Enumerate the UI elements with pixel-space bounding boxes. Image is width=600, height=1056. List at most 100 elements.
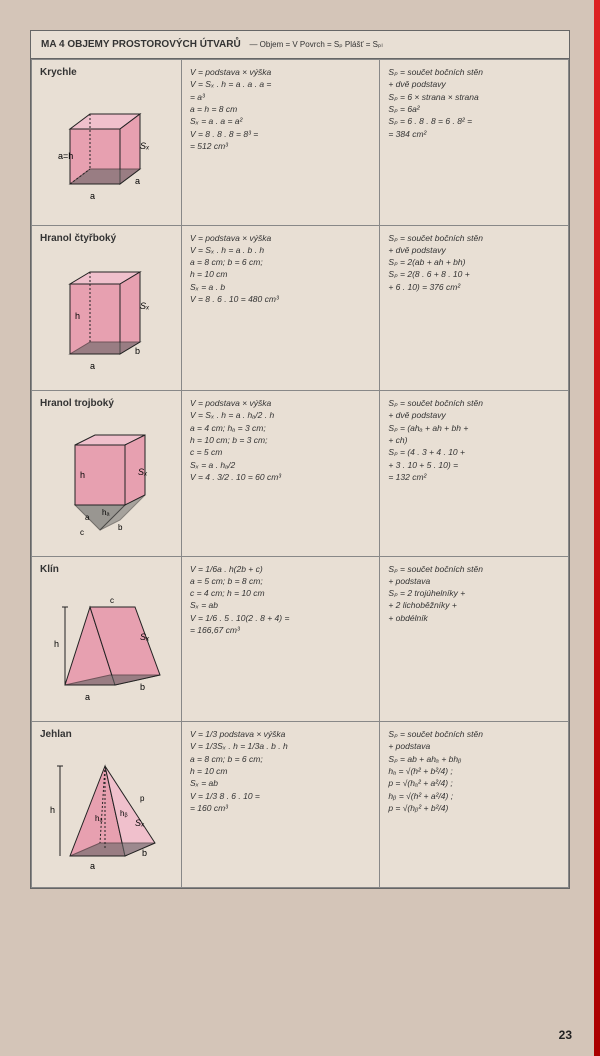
- formula-line: V = Sₓ . h = a . hₐ/2 . h: [190, 409, 371, 421]
- formula-line: a = 8 cm; b = 6 cm;: [190, 256, 371, 268]
- svg-text:a=h: a=h: [58, 151, 73, 161]
- surface-formulas-cell: Sₚ = součet bočních stěn + podstavaSₚ = …: [380, 556, 569, 722]
- formula-line: Sₚ = 2(ab + ah + bh): [388, 256, 560, 268]
- figure-cell: Hranol čtyřboký habSₓ: [32, 225, 182, 391]
- formula-line: c = 4 cm; h = 10 cm: [190, 587, 371, 599]
- page-number: 23: [559, 1028, 572, 1042]
- svg-text:Sₓ: Sₓ: [135, 818, 145, 828]
- formula-line: = 132 cm²: [388, 471, 560, 483]
- pyramid-figure: habhₐhᵦpSₓ: [40, 751, 170, 881]
- cube-figure: a=h a a Sₓ: [40, 89, 170, 219]
- formula-line: Sₓ = a . a = a²: [190, 115, 371, 127]
- svg-text:h: h: [50, 805, 55, 815]
- svg-text:Sₓ: Sₓ: [138, 467, 148, 477]
- formula-line: V = 1/6 . 5 . 10(2 . 8 + 4) =: [190, 612, 371, 624]
- formula-line: + 2 lichoběžníky +: [388, 599, 560, 611]
- formula-line: Sₚ = 6a²: [388, 103, 560, 115]
- formula-line: Sₚ = 6 × strana × strana: [388, 91, 560, 103]
- formula-line: = 160 cm³: [190, 802, 371, 814]
- volume-formulas-cell: V = podstava × výškaV = Sₓ . h = a . b .…: [181, 225, 379, 391]
- svg-text:a: a: [85, 692, 90, 702]
- volume-formulas-cell: V = podstava × výškaV = Sₓ . h = a . a .…: [181, 60, 379, 226]
- shape-title: Klín: [40, 563, 173, 582]
- formula-line: p = √(hₐ² + a²/4) ;: [388, 777, 560, 789]
- shape-title: Hranol trojboký: [40, 397, 173, 416]
- shape-title: Krychle: [40, 66, 173, 85]
- svg-text:h: h: [75, 311, 80, 321]
- wedge-figure: chabSₓ: [40, 585, 170, 715]
- svg-text:b: b: [140, 682, 145, 692]
- formula-line: + dvě podstavy: [388, 78, 560, 90]
- rect-prism-figure: habSₓ: [40, 254, 170, 384]
- formula-line: = 384 cm²: [388, 128, 560, 140]
- formula-line: = 166,67 cm³: [190, 624, 371, 636]
- surface-formulas-cell: Sₚ = součet bočních stěn + dvě podstavyS…: [380, 391, 569, 557]
- page-frame: MA 4 OBJEMY PROSTOROVÝCH ÚTVARŮ — Objem …: [30, 30, 570, 889]
- header-title: OBJEMY PROSTOROVÝCH ÚTVARŮ: [67, 39, 240, 50]
- header-code: MA 4: [41, 39, 65, 50]
- formula-line: Sₚ = součet bočních stěn: [388, 232, 560, 244]
- svg-text:Sₓ: Sₓ: [140, 141, 150, 151]
- shape-title: Jehlan: [40, 728, 173, 747]
- volume-formulas-cell: V = 1/3 podstava × výškaV = 1/3Sₓ . h = …: [181, 722, 379, 888]
- formula-line: hₐ = √(h² + b²/4) ;: [388, 765, 560, 777]
- formula-line: c = 5 cm: [190, 446, 371, 458]
- table-row: Hranol čtyřboký habSₓV = podstava × výška…: [32, 225, 569, 391]
- formula-line: + podstava: [388, 575, 560, 587]
- formula-line: a = 5 cm; b = 8 cm;: [190, 575, 371, 587]
- formula-line: hᵦ = √(h² + a²/4) ;: [388, 790, 560, 802]
- shape-title: Hranol čtyřboký: [40, 232, 173, 251]
- formula-line: h = 10 cm; b = 3 cm;: [190, 434, 371, 446]
- surface-formulas-cell: Sₚ = součet bočních stěn + dvě podstavyS…: [380, 225, 569, 391]
- svg-text:h: h: [80, 470, 85, 480]
- formula-line: Sₚ = součet bočních stěn: [388, 563, 560, 575]
- formula-line: + obdélník: [388, 612, 560, 624]
- formula-line: V = 1/3 8 . 6 . 10 =: [190, 790, 371, 802]
- svg-text:c: c: [80, 528, 84, 537]
- formula-line: Sₚ = (ahₐ + ah + bh +: [388, 422, 560, 434]
- volume-formulas-cell: V = podstava × výškaV = Sₓ . h = a . hₐ/…: [181, 391, 379, 557]
- formula-line: a = h = 8 cm: [190, 103, 371, 115]
- formula-line: V = 8 . 6 . 10 = 480 cm³: [190, 293, 371, 305]
- svg-text:h: h: [54, 639, 59, 649]
- formula-line: + 6 . 10) = 376 cm²: [388, 281, 560, 293]
- surface-formulas-cell: Sₚ = součet bočních stěn + podstavaSₚ = …: [380, 722, 569, 888]
- formula-line: V = podstava × výška: [190, 66, 371, 78]
- formula-line: a = 8 cm; b = 6 cm;: [190, 753, 371, 765]
- svg-text:a: a: [90, 861, 95, 871]
- table-row: Hranol trojboký h a hₐb c Sₓ V = podstava × vý…: [32, 391, 569, 557]
- figure-cell: Hranol trojboký h a hₐb c Sₓ: [32, 391, 182, 557]
- svg-text:a: a: [90, 191, 95, 201]
- svg-text:a: a: [135, 176, 140, 186]
- formula-line: V = 1/6a . h(2b + c): [190, 563, 371, 575]
- table-row: Krychle a=h a a Sₓ V = podstava × výškaV = Sₓ…: [32, 60, 569, 226]
- svg-text:hₐ: hₐ: [102, 508, 110, 517]
- page-edge-red: [594, 0, 600, 1056]
- svg-text:c: c: [110, 596, 114, 605]
- table-row: JehlanhabhₐhᵦpSₓV = 1/3 podstava × výška…: [32, 722, 569, 888]
- svg-text:hₐ: hₐ: [95, 814, 103, 823]
- svg-text:Sₓ: Sₓ: [140, 301, 150, 311]
- formula-line: + podstava: [388, 740, 560, 752]
- svg-text:b: b: [142, 848, 147, 858]
- svg-text:b: b: [118, 523, 123, 532]
- formula-line: + 3 . 10 + 5 . 10) =: [388, 459, 560, 471]
- formula-line: a = 4 cm; hₐ = 3 cm;: [190, 422, 371, 434]
- formula-line: V = 1/3Sₓ . h = 1/3a . b . h: [190, 740, 371, 752]
- surface-formulas-cell: Sₚ = součet bočních stěn + dvě podstavyS…: [380, 60, 569, 226]
- figure-cell: KlínchabSₓ: [32, 556, 182, 722]
- formula-line: Sₚ = ab + ahₐ + bhᵦ: [388, 753, 560, 765]
- formula-line: Sₚ = součet bočních stěn: [388, 397, 560, 409]
- formula-line: Sₚ = 2 trojúhelníky +: [388, 587, 560, 599]
- volume-formulas-cell: V = 1/6a . h(2b + c)a = 5 cm; b = 8 cm;c…: [181, 556, 379, 722]
- svg-text:a: a: [85, 513, 90, 522]
- svg-text:p: p: [140, 794, 145, 803]
- formula-line: Sₚ = součet bočních stěn: [388, 728, 560, 740]
- formula-line: Sₓ = ab: [190, 777, 371, 789]
- formula-line: = a³: [190, 91, 371, 103]
- formula-line: Sₚ = (4 . 3 + 4 . 10 +: [388, 446, 560, 458]
- formula-line: p = √(hᵦ² + b²/4): [388, 802, 560, 814]
- formula-line: V = Sₓ . h = a . a . a =: [190, 78, 371, 90]
- formula-line: h = 10 cm: [190, 268, 371, 280]
- formula-line: V = Sₓ . h = a . b . h: [190, 244, 371, 256]
